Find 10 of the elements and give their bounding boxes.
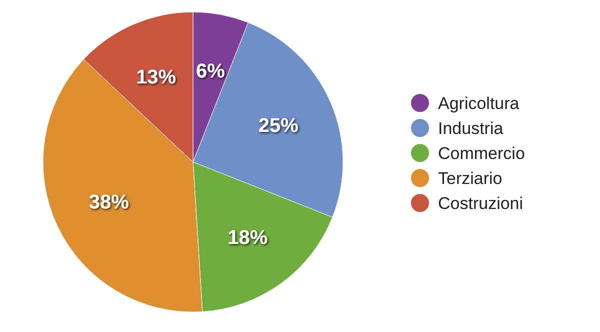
- data-label: 38%: [88, 192, 130, 214]
- data-label: 25%: [258, 115, 299, 138]
- legend-label: Costruzioni: [438, 194, 524, 213]
- legend-label: Agricoltura: [438, 94, 520, 113]
- legend-label: Commercio: [438, 144, 525, 163]
- legend-label: Terziario: [438, 168, 502, 188]
- data-label: 6%: [196, 60, 226, 83]
- legend-label: Industria: [438, 118, 504, 138]
- data-label: 18%: [228, 227, 268, 250]
- data-label: 13%: [136, 66, 176, 89]
